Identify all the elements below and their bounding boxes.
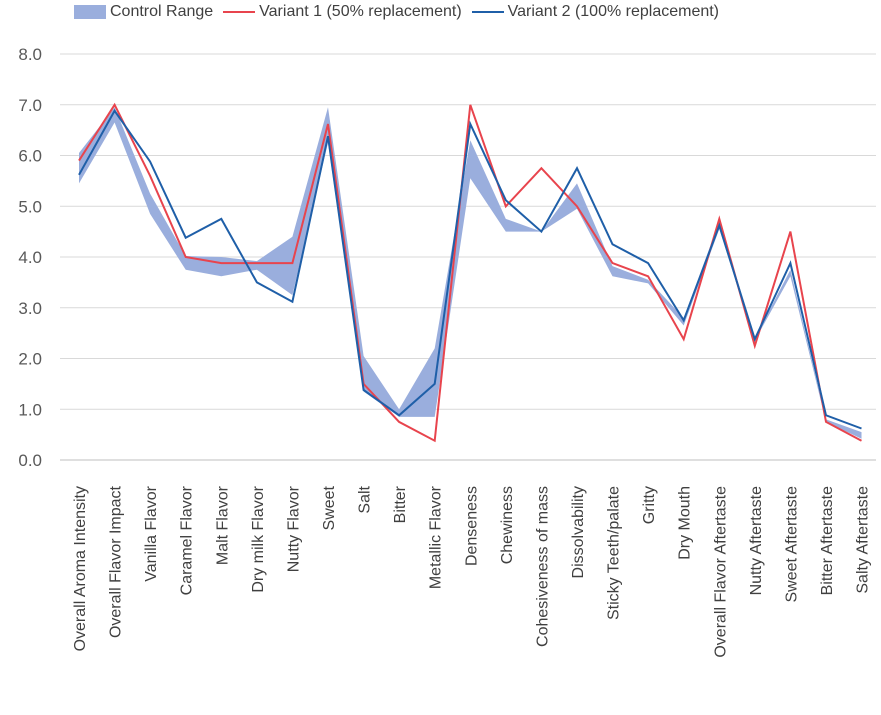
series-line-variant-2 (78, 108, 862, 430)
legend-item-control-range: Control Range (74, 3, 213, 21)
legend-swatch-variant-1 (223, 11, 256, 13)
x-tick-label: Dissolvability (570, 486, 587, 578)
x-tick-label: Overall Aroma Intensity (72, 486, 89, 651)
y-tick-label: 1.0 (18, 400, 42, 419)
y-tick-label: 2.0 (18, 350, 42, 369)
legend-label-variant-1: Variant 1 (50% replacement) (259, 3, 462, 20)
x-tick-label: Sticky Teeth/palate (606, 486, 623, 620)
chart-legend: Control Range Variant 1 (50% replacement… (74, 0, 729, 24)
x-tick-label: Nutty Aftertaste (748, 486, 765, 595)
y-tick-label: 0.0 (18, 451, 42, 470)
y-tick-label: 4.0 (18, 248, 42, 267)
legend-swatch-variant-2 (471, 11, 504, 13)
x-tick-label: Bitter Aftertaste (819, 486, 836, 595)
legend-item-variant-2: Variant 2 (100% replacement) (471, 3, 720, 21)
x-tick-label: Sweet Aftertaste (783, 486, 800, 603)
legend-swatch-control-range (74, 5, 106, 19)
x-tick-label: Overall Flavor Aftertaste (712, 486, 729, 658)
x-tick-label: Sweet (321, 485, 338, 530)
x-tick-label: Nutty Flavor (285, 485, 302, 572)
y-tick-label: 7.0 (18, 96, 42, 115)
y-tick-label: 8.0 (18, 45, 42, 64)
legend-label-control-range: Control Range (110, 3, 214, 20)
x-tick-label: Malt Flavor (214, 485, 231, 565)
y-tick-label: 3.0 (18, 299, 42, 318)
x-tick-label: Bitter (392, 485, 409, 523)
x-tick-label: Dry Mouth (677, 486, 694, 560)
y-tick-label: 6.0 (18, 147, 42, 166)
x-tick-label: Denseness (463, 486, 480, 566)
x-tick-label: Chewiness (499, 486, 516, 564)
series-area-control-range (79, 107, 862, 439)
x-tick-label: Salt (357, 485, 374, 513)
legend-label-variant-2: Variant 2 (100% replacement) (507, 3, 720, 20)
x-tick-label: Overall Flavor Impact (108, 485, 125, 638)
x-tick-label: Salty Aftertaste (855, 486, 872, 594)
x-tick-label: Metallic Flavor (428, 485, 445, 589)
x-tick-label: Vanilla Flavor (143, 485, 160, 581)
x-tick-label: Gritty (641, 486, 658, 524)
legend-item-variant-1: Variant 1 (50% replacement) (223, 3, 462, 21)
x-tick-label: Cohesiveness of mass (534, 486, 551, 647)
x-tick-label: Dry milk Flavor (250, 485, 267, 592)
y-tick-label: 5.0 (18, 197, 42, 216)
x-tick-label: Caramel Flavor (179, 485, 196, 595)
